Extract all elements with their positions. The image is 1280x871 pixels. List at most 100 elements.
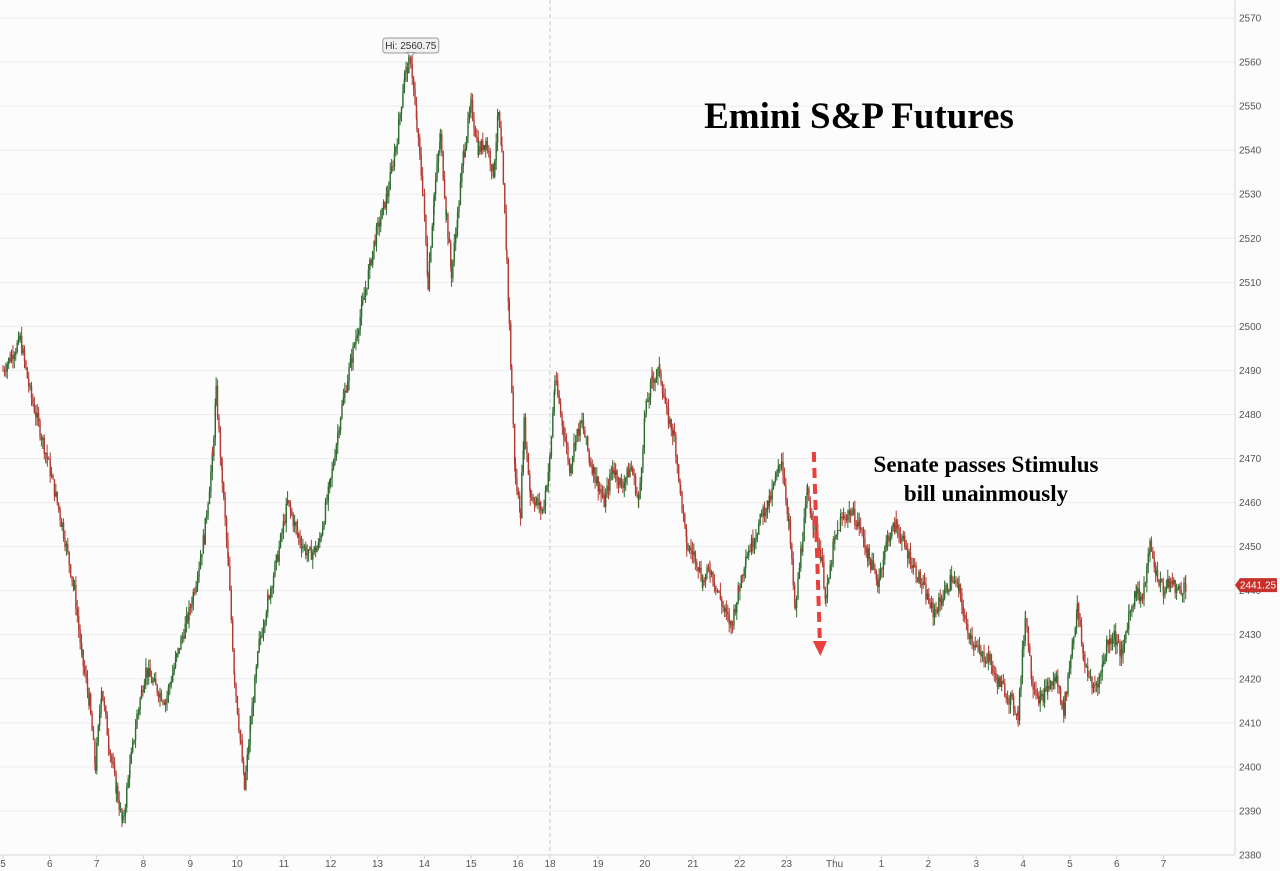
candle-body: [381, 208, 383, 220]
candle-body: [839, 517, 842, 531]
candle-body: [195, 585, 197, 593]
candle-body: [546, 486, 548, 491]
candle-body: [37, 412, 40, 422]
candle-body: [188, 606, 190, 621]
candle-body: [134, 728, 137, 741]
candle-body: [476, 136, 478, 139]
candle-body: [919, 571, 922, 585]
candle-body: [321, 527, 324, 536]
candle-body: [1002, 682, 1005, 684]
candle-body: [681, 491, 683, 511]
candle-body: [482, 140, 484, 150]
candle-body: [156, 685, 158, 694]
candle-body: [909, 551, 912, 567]
candle-body: [561, 421, 564, 427]
candle-body: [736, 602, 738, 613]
candle-body: [600, 489, 602, 494]
candle-body: [544, 490, 547, 507]
candle-body: [3, 370, 6, 372]
candle-body: [1174, 580, 1176, 594]
candle-body: [284, 521, 286, 524]
candle-body: [1035, 689, 1037, 695]
candle-body: [510, 323, 512, 368]
candle-body: [1024, 617, 1026, 641]
y-tick-label: 2510: [1239, 278, 1262, 289]
candle-body: [918, 571, 920, 582]
candle-body: [76, 608, 78, 617]
candle-body: [467, 117, 469, 138]
y-tick-label: 2390: [1239, 806, 1262, 817]
candle-body: [423, 194, 426, 215]
candle-body: [48, 458, 50, 460]
candle-body: [1092, 685, 1095, 689]
candle-body: [1177, 586, 1180, 589]
candle-body: [938, 597, 940, 613]
candle-body: [851, 513, 853, 516]
candle-body: [378, 222, 381, 227]
annotation-note-line-1: Senate passes Stimulus: [874, 452, 1099, 477]
candle-body: [999, 677, 1001, 687]
candle-body: [494, 160, 496, 177]
candle-body: [456, 212, 459, 228]
candle-body: [792, 558, 794, 586]
candle-body: [82, 649, 84, 667]
candle-body: [119, 809, 122, 810]
candle-body: [514, 463, 517, 478]
candle-body: [235, 683, 237, 697]
candle-body: [132, 741, 134, 752]
candle-body: [270, 588, 272, 599]
candle-body: [1008, 698, 1010, 705]
candle-body: [590, 461, 592, 466]
candle-body: [16, 342, 18, 353]
candle-body: [184, 623, 186, 639]
candle-body: [766, 500, 769, 512]
candle-body: [105, 706, 107, 715]
candle-body: [136, 714, 138, 716]
x-tick-label: 22: [734, 859, 746, 870]
candle-body: [840, 516, 842, 518]
candle-body: [374, 240, 376, 245]
candle-body: [763, 507, 766, 517]
candle-body: [1110, 638, 1112, 644]
candle-body: [700, 567, 702, 580]
x-tick-label: 3: [973, 859, 979, 870]
candle-body: [459, 181, 462, 205]
candle-body: [389, 171, 391, 190]
candle-body: [774, 476, 777, 481]
candle-body: [971, 635, 973, 645]
candle-body: [908, 551, 910, 559]
candle-body: [501, 144, 503, 153]
candle-body: [939, 597, 941, 602]
candle-body: [46, 452, 48, 459]
candle-body: [152, 680, 154, 683]
candle-body: [258, 638, 260, 641]
candle-body: [1111, 641, 1114, 644]
candlestick-series: [2, 46, 1187, 828]
candle-body: [199, 558, 202, 569]
candle-body: [710, 571, 713, 575]
candle-body: [617, 480, 620, 486]
candle-body: [814, 524, 816, 530]
y-tick-label: 2490: [1239, 366, 1262, 377]
candle-body: [820, 549, 822, 561]
candle-body: [1158, 580, 1160, 586]
candle-body: [800, 548, 803, 552]
candle-body: [312, 552, 314, 560]
candle-body: [146, 667, 149, 678]
candle-body: [658, 364, 661, 374]
candle-body: [106, 714, 108, 736]
candle-body: [314, 546, 317, 553]
x-tick-label: 18: [544, 859, 556, 870]
candle-body: [189, 606, 192, 608]
candle-body: [500, 127, 502, 145]
candle-body: [439, 134, 442, 142]
candle-body: [216, 385, 219, 418]
candle-body: [753, 541, 756, 545]
candle-body: [547, 471, 549, 487]
candle-body: [629, 469, 631, 478]
candle-body: [159, 692, 161, 698]
candle-body: [647, 400, 649, 402]
candle-body: [995, 673, 997, 679]
candle-body: [673, 430, 676, 435]
candle-body: [1010, 694, 1012, 697]
